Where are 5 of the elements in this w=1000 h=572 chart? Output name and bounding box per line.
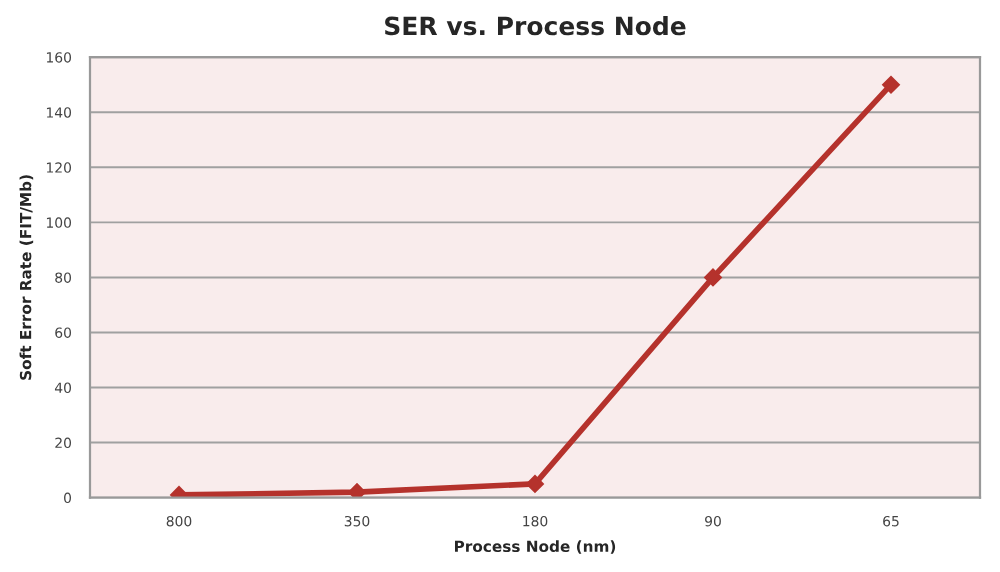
chart-title: SER vs. Process Node (385, 15, 686, 36)
point (704, 268, 722, 287)
point (882, 75, 900, 94)
point (526, 474, 544, 493)
point (348, 483, 366, 498)
